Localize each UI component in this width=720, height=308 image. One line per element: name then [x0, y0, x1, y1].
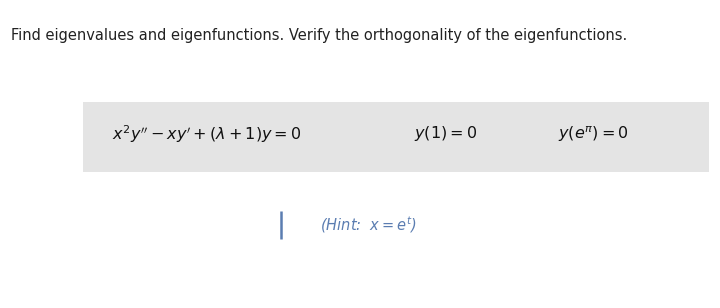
- Text: $y(e^{\pi}) = 0$: $y(e^{\pi}) = 0$: [558, 124, 629, 144]
- Text: $x^2y'' - xy' + (\lambda + 1)y = 0$: $x^2y'' - xy' + (\lambda + 1)y = 0$: [112, 123, 301, 145]
- Text: $y(1) = 0$: $y(1) = 0$: [414, 124, 477, 144]
- Bar: [83, 102, 709, 172]
- Text: Find eigenvalues and eigenfunctions. Verify the orthogonality of the eigenfuncti: Find eigenvalues and eigenfunctions. Ver…: [11, 28, 627, 43]
- Text: (Hint:  $x = e^t$): (Hint: $x = e^t$): [320, 214, 418, 235]
